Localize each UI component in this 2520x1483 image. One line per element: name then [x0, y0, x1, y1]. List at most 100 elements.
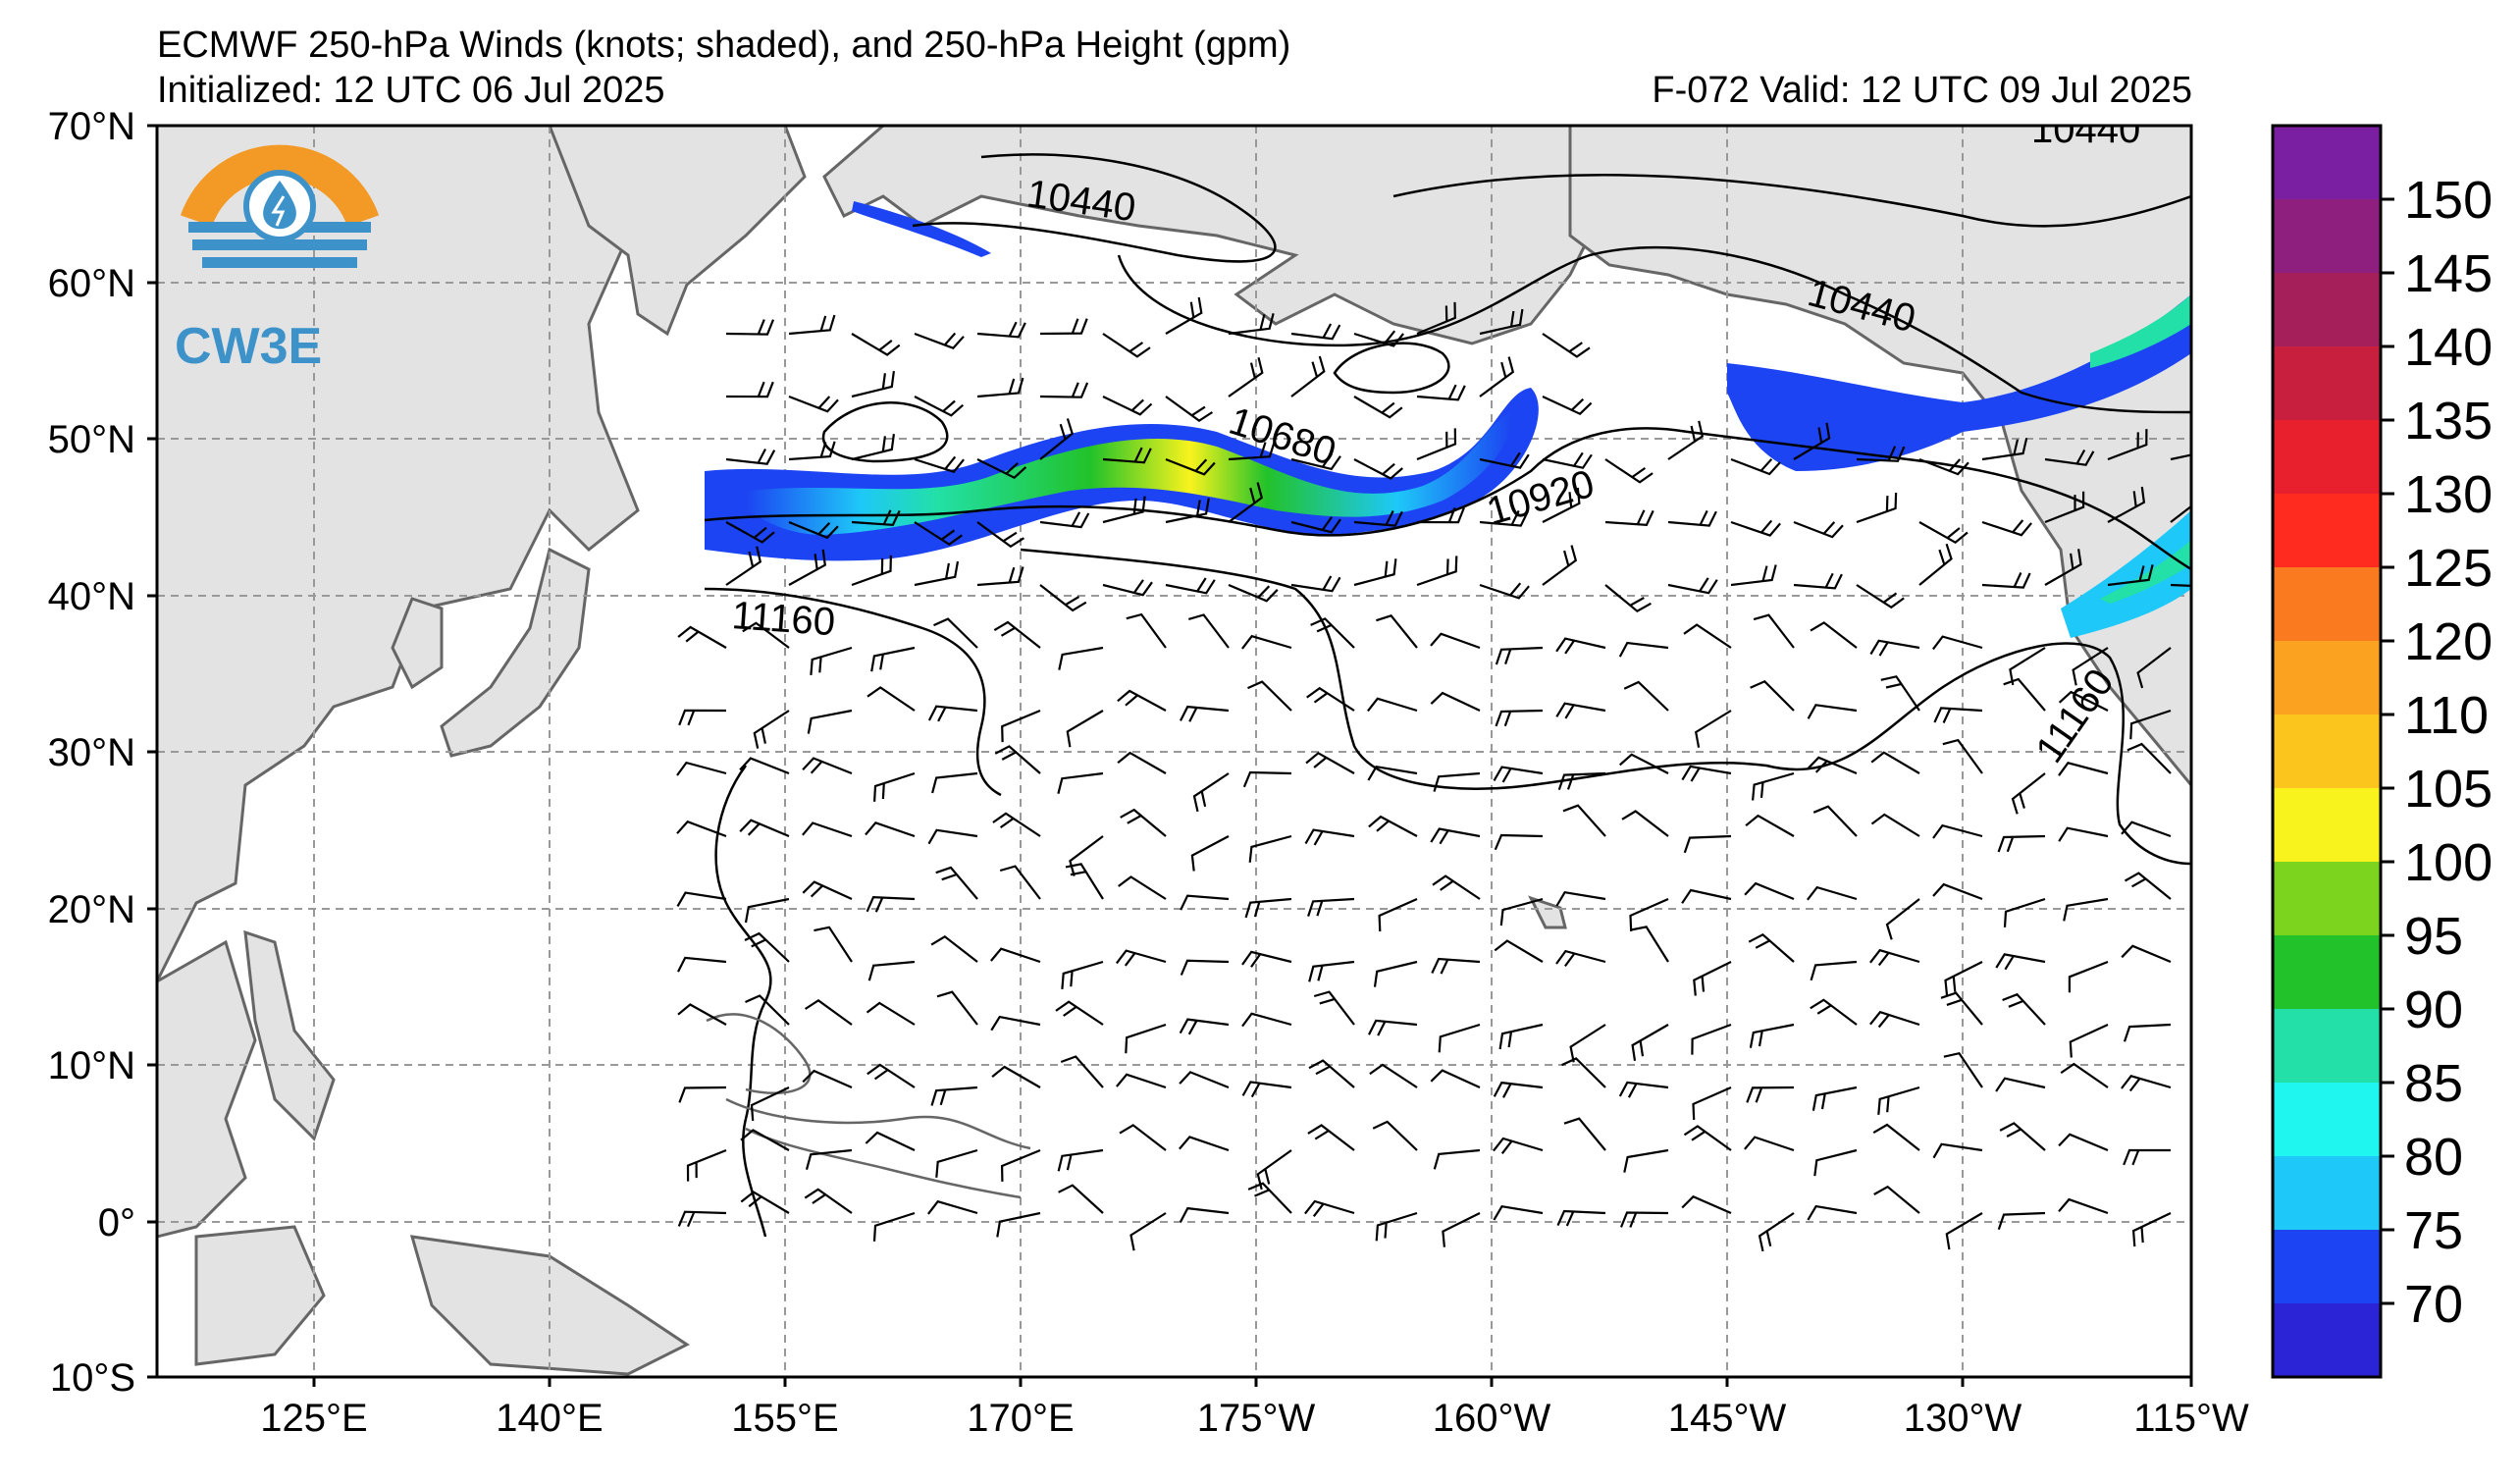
- wind-barb: [1442, 1212, 1481, 1247]
- chart-title: ECMWF 250-hPa Winds (knots; shaded), and…: [157, 25, 1291, 66]
- wind-barb: [2044, 491, 2085, 524]
- wind-barb: [1813, 1148, 1858, 1177]
- wind-barb: [1997, 1211, 2046, 1231]
- jet-shading: [705, 201, 2191, 638]
- colorbar-tick-label: 105: [2404, 760, 2493, 819]
- colorbar-tick-label: 85: [2404, 1054, 2463, 1113]
- wind-barb: [1943, 1051, 1983, 1088]
- wind-barb: [2058, 826, 2109, 842]
- wind-barb: [802, 757, 853, 775]
- wind-barb: [1290, 516, 1341, 534]
- wind-barb: [753, 710, 790, 749]
- wind-barb: [1932, 635, 1983, 651]
- wind-barb: [993, 620, 1041, 649]
- colorbar-segment: [2273, 126, 2381, 200]
- wind-barb: [1555, 949, 1606, 968]
- wind-barb: [1495, 646, 1544, 665]
- wind-barb: [1730, 457, 1781, 476]
- wind-barb: [1306, 686, 1355, 712]
- wind-barb: [931, 771, 978, 794]
- wind-barb: [1416, 428, 1457, 461]
- wind-barb: [1945, 1212, 1983, 1250]
- wind-barb: [1918, 521, 1969, 545]
- wind-barb: [788, 314, 836, 336]
- lat-label: 30°N: [48, 731, 135, 774]
- wind-barb: [802, 821, 853, 838]
- jet-california: [2061, 510, 2191, 638]
- wind-barb: [927, 828, 978, 845]
- wind-barb: [1683, 1125, 1732, 1151]
- wind-barb: [1618, 1081, 1669, 1098]
- wind-barb: [677, 956, 727, 973]
- axis-ticks: [147, 124, 2193, 1387]
- wind-barb: [1228, 583, 1279, 603]
- lat-label: 0°: [98, 1201, 135, 1245]
- coastline-detail: [706, 1013, 1031, 1199]
- wind-barb: [1667, 509, 1717, 527]
- wind-barb: [1373, 960, 1418, 987]
- wind-barb: [1479, 356, 1515, 397]
- wind-barb: [1228, 313, 1275, 336]
- jet-northeast-pacific: [1727, 294, 2191, 471]
- wind-barb: [2058, 1197, 2109, 1215]
- wind-barb: [865, 1131, 916, 1151]
- wind-barb: [1432, 874, 1481, 900]
- wind-barb: [851, 434, 895, 461]
- wind-barb: [1247, 680, 1292, 712]
- colorbar-segment: [2273, 1230, 2381, 1304]
- wind-barb: [927, 705, 978, 722]
- colorbar-segment: [2273, 641, 2381, 715]
- wind-barb: [1179, 1206, 1230, 1223]
- wind-barb: [1693, 961, 1732, 996]
- wind-barb: [2003, 897, 2046, 927]
- wind-barb: [976, 566, 1024, 587]
- wind-barb: [742, 621, 790, 649]
- wind-barb: [1999, 1122, 2046, 1151]
- wind-barb: [2107, 486, 2146, 523]
- wind-barb: [1667, 420, 1705, 460]
- wind-barb: [802, 1069, 853, 1089]
- wind-barb: [914, 455, 965, 473]
- wind-barb: [1416, 384, 1466, 401]
- wind-barb: [805, 998, 853, 1026]
- kamchatka-land: [548, 126, 807, 337]
- wind-barb: [1561, 1057, 1606, 1088]
- wind-barb: [1192, 772, 1230, 813]
- colorbar-segment: [2273, 567, 2381, 642]
- wind-barb: [750, 1086, 790, 1121]
- wind-barb: [1730, 519, 1781, 537]
- wind-barb: [788, 395, 839, 413]
- wind-barb: [1872, 1123, 1920, 1151]
- wind-barb: [1667, 577, 1718, 595]
- wind-barb: [1869, 948, 1920, 967]
- lon-label: 175°W: [1197, 1397, 1316, 1440]
- wind-barb: [1179, 1136, 1230, 1152]
- initialized-time: Initialized: 12 UTC 06 Jul 2025: [157, 70, 665, 111]
- wind-barb: [1241, 950, 1292, 968]
- jet-alaska-streak: [852, 201, 991, 257]
- wind-barb: [1793, 572, 1843, 590]
- wind-barb: [1430, 827, 1481, 845]
- wind-barb: [2107, 564, 2154, 587]
- wind-barb: [1498, 1023, 1544, 1050]
- wind-barb: [1555, 637, 1606, 655]
- wind-barb: [866, 1001, 916, 1026]
- wind-barb: [1730, 564, 1777, 587]
- wind-barb: [2003, 677, 2046, 712]
- wind-barb: [740, 1191, 790, 1214]
- wind-barb: [2123, 1148, 2171, 1166]
- wind-barb: [851, 370, 895, 398]
- wind-barb: [1248, 834, 1292, 863]
- wind-barb: [991, 1065, 1041, 1088]
- wind-barb: [1118, 875, 1167, 900]
- wind-barb: [1631, 1024, 1669, 1061]
- lon-label: 155°E: [731, 1397, 838, 1440]
- wind-barb: [1290, 575, 1341, 593]
- wind-barb: [996, 1211, 1041, 1238]
- wind-barb: [1165, 396, 1213, 423]
- wind-barb: [865, 821, 916, 838]
- wind-barb: [935, 866, 978, 900]
- wind-barb: [2136, 647, 2172, 689]
- wind-barb: [2011, 772, 2046, 815]
- wind-barb: [2058, 1133, 2109, 1152]
